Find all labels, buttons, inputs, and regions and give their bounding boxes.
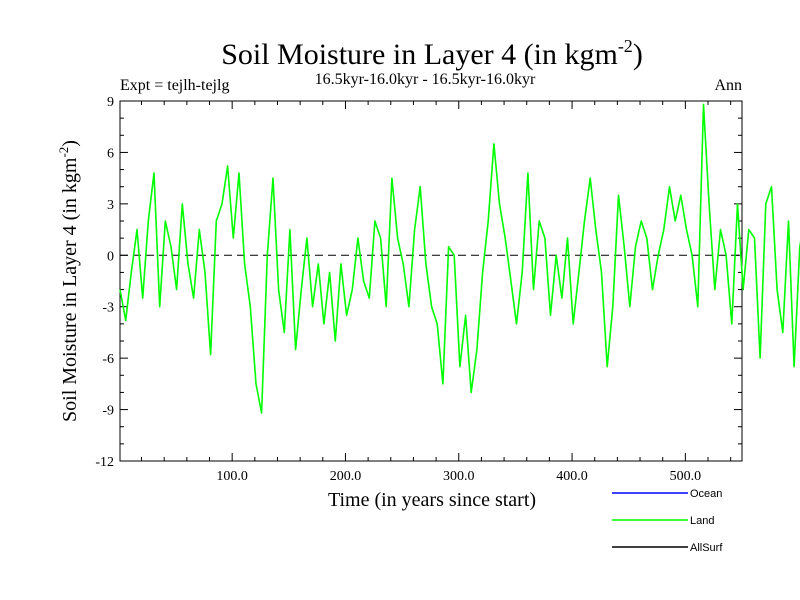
y-tick-label: 9: [107, 95, 114, 110]
x-axis-label: Time (in years since start): [328, 489, 536, 511]
y-axis: -12 -9 -6 -3 0 3 6 9: [95, 95, 742, 470]
x-tick-label: 400.0: [556, 469, 588, 484]
x-tick-label: 100.0: [216, 469, 248, 484]
y-tick-label: -3: [102, 301, 114, 316]
x-tick-label: 300.0: [443, 469, 475, 484]
y-tick-label: 0: [107, 249, 114, 264]
x-axis: 100.0 200.0 300.0 400.0 500.0: [216, 101, 701, 484]
series-group: [119, 103, 800, 414]
series-line-land: [119, 103, 800, 414]
chart-title: Soil Moisture in Layer 4 (in kgm-2): [221, 36, 643, 71]
x-tick-label: 200.0: [330, 469, 362, 484]
y-tick-label: 6: [107, 146, 114, 161]
experiment-label: Expt = tejlh-tejlg: [120, 77, 229, 94]
legend-land-label: Land: [690, 515, 714, 527]
y-tick-label: -12: [95, 455, 114, 470]
period-label: Ann: [714, 77, 742, 94]
chart-subtitle: 16.5kyr-16.0kyr - 16.5kyr-16.0kyr: [315, 71, 536, 88]
y-tick-label: -9: [102, 404, 114, 419]
legend: Ocean Land AllSurf: [612, 488, 723, 554]
legend-allsurf-label: AllSurf: [690, 542, 723, 554]
y-tick-label: 3: [107, 198, 114, 213]
minor-ticks: [120, 101, 742, 461]
x-tick-label: 500.0: [670, 469, 702, 484]
y-axis-label: Soil Moisture in Layer 4 (in kgm-2): [56, 140, 81, 422]
legend-ocean-label: Ocean: [690, 488, 722, 500]
y-tick-label: -6: [102, 352, 114, 367]
